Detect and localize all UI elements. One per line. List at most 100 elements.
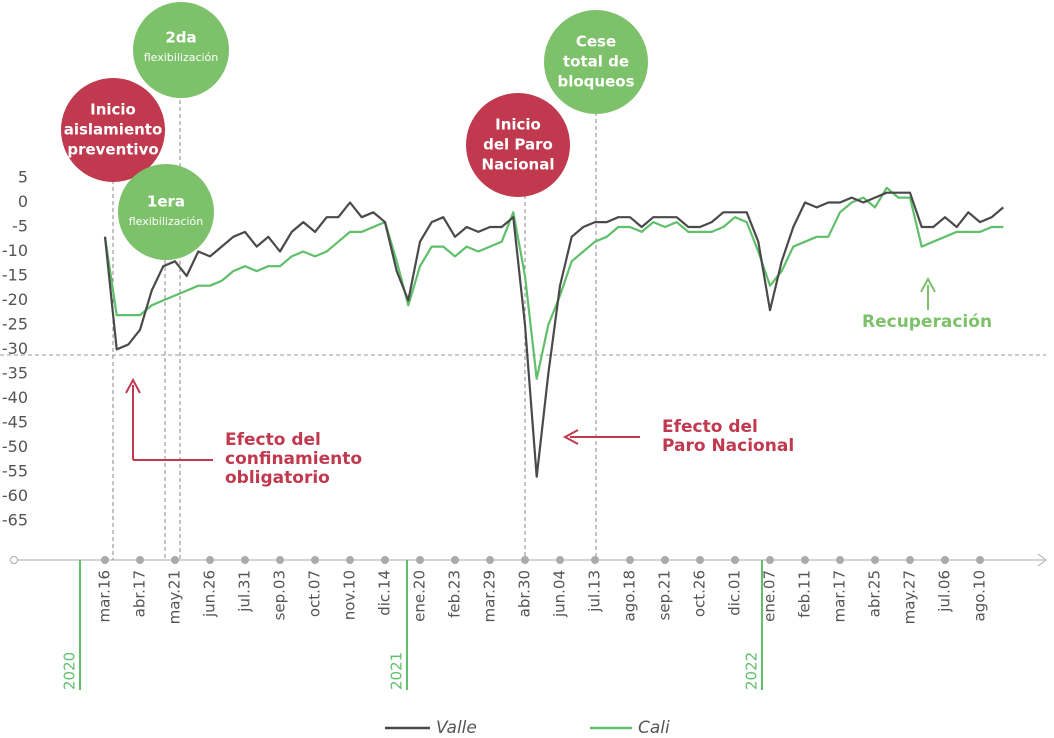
y-tick-label: -35 (2, 363, 28, 382)
x-tick-label: ago.18 (621, 570, 639, 621)
annotation-text: flexibilización (129, 215, 204, 228)
x-tick (906, 556, 914, 564)
x-tick-label: mar.16 (96, 570, 114, 622)
year-label: 2021 (388, 652, 406, 690)
annotation-text: Efecto del (662, 417, 758, 437)
y-tick-label: -50 (2, 437, 28, 456)
annotation-bubble (61, 78, 165, 182)
x-tick (311, 556, 319, 564)
x-tick-label: feb.11 (796, 570, 814, 618)
y-tick-label: -30 (2, 339, 28, 358)
x-tick (171, 556, 179, 564)
x-tick-label: ene.20 (411, 570, 429, 622)
x-tick (591, 556, 599, 564)
y-tick-label: -20 (2, 290, 28, 309)
x-tick-label: dic.01 (726, 570, 744, 616)
annotation-text: del Paro (483, 136, 553, 154)
x-tick (416, 556, 424, 564)
annotation-text: Nacional (482, 156, 555, 174)
x-tick-label: abr.30 (516, 570, 534, 617)
x-tick (521, 556, 529, 564)
x-tick (801, 556, 809, 564)
x-tick-label: jul.31 (236, 570, 254, 613)
annotation-text: total de (563, 53, 629, 71)
x-tick-label: sep.03 (271, 570, 289, 620)
y-tick-label: 0 (18, 192, 28, 211)
x-tick (241, 556, 249, 564)
x-tick-label: abr.17 (131, 570, 149, 617)
x-tick-label: jun.04 (551, 570, 569, 618)
annotation-text: preventivo (67, 141, 158, 159)
x-tick (206, 556, 214, 564)
annotation-text: Inicio (90, 101, 136, 119)
annotation-text: 2da (165, 29, 196, 47)
y-tick-label: -60 (2, 486, 28, 505)
x-tick-label: sep.21 (656, 570, 674, 620)
annotation-text: Inicio (495, 116, 541, 134)
annotation-text: Recuperación (862, 312, 992, 332)
annotation-text: Paro Nacional (662, 436, 794, 456)
x-tick (976, 556, 984, 564)
x-tick-label: ago.10 (971, 570, 989, 621)
x-tick (381, 556, 389, 564)
axis-end (10, 556, 18, 564)
x-tick-label: may.21 (166, 570, 184, 624)
x-tick (941, 556, 949, 564)
x-tick-label: ene.07 (761, 570, 779, 622)
annotation-text: Cese (576, 33, 616, 51)
x-tick-label: jul.06 (936, 570, 954, 613)
annotation-text: 1era (147, 193, 185, 211)
annotation-text: bloqueos (557, 73, 634, 91)
x-tick (136, 556, 144, 564)
x-tick (101, 556, 109, 564)
legend-label: Cali (638, 718, 670, 738)
annotation-bubble (118, 164, 214, 260)
x-tick (696, 556, 704, 564)
y-tick-label: -65 (2, 510, 28, 529)
x-tick-label: oct.07 (306, 570, 324, 617)
x-tick (486, 556, 494, 564)
y-tick-label: 5 (18, 168, 28, 187)
y-tick-label: -45 (2, 412, 28, 431)
x-tick (626, 556, 634, 564)
x-tick (766, 556, 774, 564)
annotation-bubble (133, 2, 229, 98)
x-tick (556, 556, 564, 564)
annotation-text: flexibilización (144, 51, 219, 64)
annotation-text: confinamiento (225, 449, 362, 469)
annotation-text: Efecto del (225, 430, 321, 450)
x-tick-label: dic.14 (376, 570, 394, 616)
event-lines (112, 100, 597, 560)
x-tick (731, 556, 739, 564)
series-line (103, 186, 1004, 380)
x-tick-label: feb.23 (446, 570, 464, 618)
y-tick-label: -5 (12, 216, 28, 235)
x-tick-label: may.27 (901, 570, 919, 624)
annotation-text: obligatorio (225, 468, 330, 488)
x-tick (346, 556, 354, 564)
annotation-bubble (466, 93, 570, 197)
y-tick-label: -55 (2, 461, 28, 480)
series-line (103, 191, 1005, 478)
y-tick-label: -40 (2, 388, 28, 407)
year-label: 2022 (743, 652, 761, 690)
year-label: 2020 (61, 652, 79, 690)
x-tick-label: mar.29 (481, 570, 499, 622)
y-tick-label: -15 (2, 265, 28, 284)
annotation-bubble (544, 10, 648, 114)
arrows (125, 276, 936, 461)
x-tick (276, 556, 284, 564)
x-tick (451, 556, 459, 564)
x-tick-label: nov.10 (341, 570, 359, 620)
x-tick (871, 556, 879, 564)
x-tick (836, 556, 844, 564)
x-tick-label: mar.17 (831, 570, 849, 622)
y-tick-label: -25 (2, 314, 28, 333)
annotation-text: aislamiento (64, 121, 163, 139)
x-tick-label: abr.25 (866, 570, 884, 617)
x-tick-label: oct.26 (691, 570, 709, 617)
x-tick-label: jun.26 (201, 570, 219, 618)
x-tick-label: jul.13 (586, 570, 604, 613)
y-tick-label: -10 (2, 241, 28, 260)
